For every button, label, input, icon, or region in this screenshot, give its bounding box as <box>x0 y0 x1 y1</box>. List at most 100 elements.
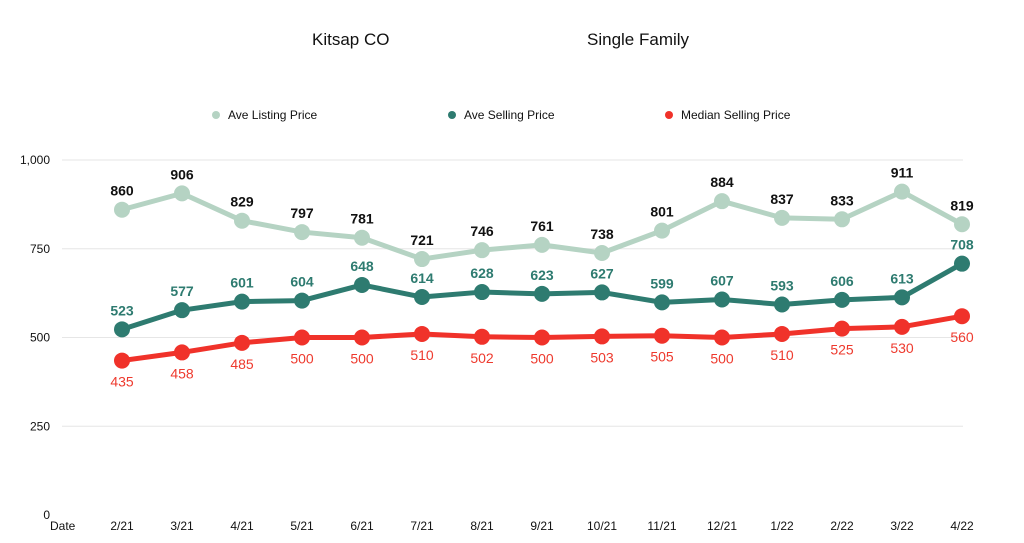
data-point <box>354 229 370 246</box>
data-label: 613 <box>890 270 914 286</box>
x-tick-label: 3/22 <box>890 519 914 533</box>
data-point <box>354 276 370 293</box>
data-label: 604 <box>290 274 314 290</box>
x-axis-label: Date <box>50 519 76 533</box>
data-point <box>414 325 430 342</box>
y-tick-label: 750 <box>30 242 50 256</box>
legend-item-ave-listing-price[interactable]: Ave Listing Price <box>212 108 317 122</box>
legend-marker-icon <box>212 111 220 119</box>
data-label: 819 <box>950 197 974 213</box>
data-label: 721 <box>410 232 434 248</box>
data-label: 829 <box>230 194 254 210</box>
y-tick-label: 1,000 <box>20 153 50 167</box>
data-label: 503 <box>590 349 614 365</box>
data-point <box>234 293 250 310</box>
data-label: 648 <box>350 258 374 274</box>
data-label: 860 <box>110 183 134 199</box>
data-label: 906 <box>170 166 194 182</box>
data-point <box>654 327 670 344</box>
data-label: 510 <box>770 347 794 363</box>
data-label: 599 <box>650 275 674 291</box>
data-label: 884 <box>710 174 734 190</box>
data-point <box>594 284 610 301</box>
x-tick-label: 10/21 <box>587 519 617 533</box>
data-point <box>294 329 310 346</box>
data-point <box>534 285 550 302</box>
data-label: 606 <box>830 273 854 289</box>
data-point <box>654 294 670 311</box>
data-label: 500 <box>350 351 374 367</box>
data-label: 837 <box>770 191 794 207</box>
data-point <box>714 291 730 308</box>
legend-label: Ave Listing Price <box>228 108 318 122</box>
data-point <box>774 325 790 342</box>
data-point <box>594 245 610 262</box>
legend-item-ave-selling-price[interactable]: Ave Selling Price <box>448 108 555 122</box>
data-label: 781 <box>350 211 374 227</box>
data-point <box>534 236 550 253</box>
data-point <box>114 201 130 218</box>
data-point <box>354 329 370 346</box>
data-point <box>414 251 430 268</box>
data-point <box>894 289 910 306</box>
data-point <box>414 289 430 306</box>
data-label: 801 <box>650 204 674 220</box>
data-label: 623 <box>530 267 554 283</box>
x-tick-label: 2/21 <box>110 519 134 533</box>
data-label: 614 <box>410 270 434 286</box>
legend-marker-icon <box>448 111 456 119</box>
x-tick-label: 9/21 <box>530 519 554 533</box>
data-point <box>114 321 130 338</box>
legend-marker-icon <box>665 111 673 119</box>
x-tick-label: 3/21 <box>170 519 194 533</box>
data-label: 500 <box>290 351 314 367</box>
chart-title-category: Single Family <box>587 30 690 49</box>
data-point <box>474 328 490 345</box>
data-point <box>234 334 250 351</box>
data-label: 510 <box>410 347 434 363</box>
data-label: 607 <box>710 273 734 289</box>
legend-label: Median Selling Price <box>681 108 791 122</box>
data-point <box>954 255 970 272</box>
data-label: 505 <box>650 349 674 365</box>
data-label: 708 <box>950 237 974 253</box>
data-label: 502 <box>470 350 494 366</box>
data-point <box>894 318 910 335</box>
data-point <box>174 344 190 361</box>
data-point <box>594 328 610 345</box>
y-tick-label: 0 <box>43 508 50 522</box>
data-point <box>714 193 730 210</box>
data-label: 485 <box>230 356 254 372</box>
data-label: 560 <box>950 329 974 345</box>
x-tick-label: 4/22 <box>950 519 974 533</box>
data-label: 577 <box>170 283 194 299</box>
data-label: 500 <box>530 351 554 367</box>
legend-label: Ave Selling Price <box>464 108 555 122</box>
y-tick-label: 500 <box>30 331 50 345</box>
chart-title-region: Kitsap CO <box>312 30 390 49</box>
data-label: 746 <box>470 223 494 239</box>
data-label: 525 <box>830 342 854 358</box>
data-label: 627 <box>590 265 614 281</box>
x-tick-label: 1/22 <box>770 519 794 533</box>
data-point <box>834 291 850 308</box>
data-point <box>534 329 550 346</box>
data-point <box>834 320 850 337</box>
x-tick-label: 4/21 <box>230 519 254 533</box>
data-point <box>774 296 790 313</box>
x-tick-label: 12/21 <box>707 519 737 533</box>
data-label: 500 <box>710 351 734 367</box>
x-tick-label: 7/21 <box>410 519 434 533</box>
x-tick-label: 6/21 <box>350 519 374 533</box>
data-point <box>234 212 250 229</box>
x-tick-label: 8/21 <box>470 519 494 533</box>
data-point <box>714 329 730 346</box>
data-point <box>294 224 310 241</box>
data-label: 530 <box>890 340 914 356</box>
data-label: 593 <box>770 277 794 293</box>
legend-item-median-selling-price[interactable]: Median Selling Price <box>665 108 790 122</box>
x-tick-label: 2/22 <box>830 519 854 533</box>
y-tick-label: 250 <box>30 419 50 433</box>
data-point <box>174 302 190 319</box>
data-point <box>894 183 910 200</box>
